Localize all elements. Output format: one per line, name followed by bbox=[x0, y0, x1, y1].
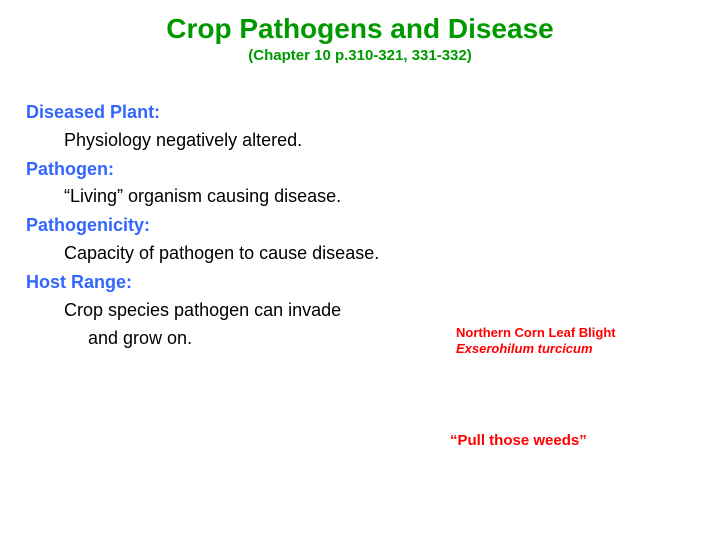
page-subtitle: (Chapter 10 p.310-321, 331-332) bbox=[0, 47, 720, 64]
disease-name: Northern Corn Leaf Blight bbox=[456, 325, 616, 341]
page-title: Crop Pathogens and Disease bbox=[0, 14, 720, 45]
definition-term: Host Range: bbox=[26, 268, 406, 297]
title-block: Crop Pathogens and Disease (Chapter 10 p… bbox=[0, 0, 720, 64]
definition-text: Physiology negatively altered. bbox=[26, 127, 406, 155]
definitions-list: Diseased Plant: Physiology negatively al… bbox=[26, 98, 406, 353]
definition-text: Crop species pathogen can invade and gro… bbox=[26, 297, 346, 353]
disease-scientific-name: Exserohilum turcicum bbox=[456, 341, 616, 357]
definition-term: Pathogenicity: bbox=[26, 211, 406, 240]
quote-callout: “Pull those weeds” bbox=[450, 432, 587, 449]
disease-callout: Northern Corn Leaf Blight Exserohilum tu… bbox=[456, 325, 616, 358]
definition-term: Pathogen: bbox=[26, 155, 406, 184]
definition-text: “Living” organism causing disease. bbox=[26, 183, 406, 211]
definition-term: Diseased Plant: bbox=[26, 98, 406, 127]
definition-text: Capacity of pathogen to cause disease. bbox=[26, 240, 406, 268]
